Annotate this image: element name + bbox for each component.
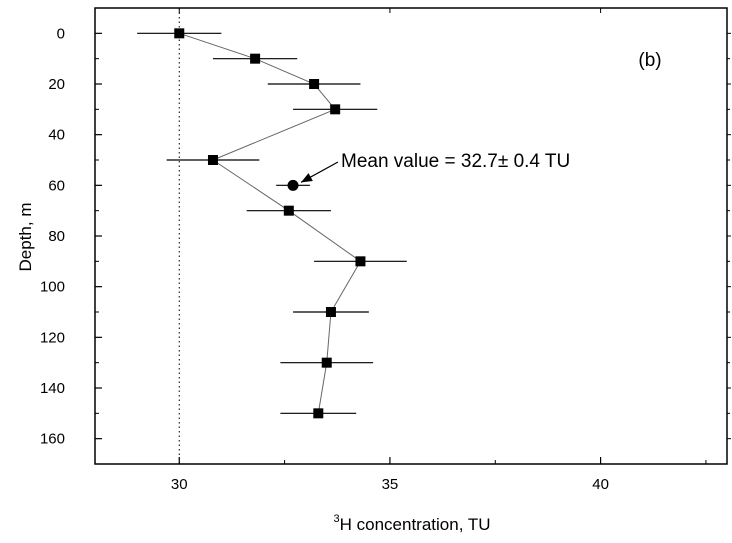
y-tick-label: 80 (48, 228, 65, 245)
x-axis-title-main: H concentration, TU (340, 515, 491, 534)
square-marker (283, 205, 294, 216)
mean-circle-marker (287, 179, 299, 191)
x-axis-title-superscript: 3 (334, 513, 340, 525)
x-tick-label: 35 (382, 476, 399, 493)
y-tick-label: 120 (40, 329, 65, 346)
square-marker (207, 155, 218, 165)
square-marker (313, 408, 324, 419)
minor-ticks (95, 58, 730, 464)
plot-frame (94, 7, 728, 465)
square-marker (309, 79, 320, 89)
annotation-arrowhead (301, 173, 313, 183)
square-marker (325, 307, 336, 317)
square-marker (174, 28, 185, 39)
x-axis-title: 3H concentration, TU (334, 513, 491, 534)
major-ticks (95, 8, 731, 464)
y-tick-label: 0 (57, 25, 65, 42)
error-bars (137, 32, 407, 414)
square-marker (321, 357, 332, 368)
mean-value-annotation: Mean value = 32.7± 0.4 TU (341, 151, 570, 172)
y-tick-label: 100 (40, 279, 65, 296)
square-marker (250, 53, 261, 64)
y-tick-label: 140 (40, 380, 65, 397)
series-connecting-line (179, 32, 362, 414)
x-tick-label: 40 (592, 476, 609, 493)
y-tick-label: 60 (48, 177, 65, 194)
data-markers (174, 28, 366, 419)
square-marker (355, 256, 366, 267)
panel-label: (b) (638, 50, 661, 71)
square-marker (330, 104, 341, 115)
y-axis-title: Depth, m (16, 203, 35, 272)
x-tick-label: 30 (171, 476, 188, 493)
y-tick-label: 40 (48, 127, 65, 144)
y-tick-labels: 0 20 40 60 80 100 120 140 160 (40, 25, 65, 447)
y-tick-label: 160 (40, 431, 65, 448)
y-tick-label: 20 (48, 76, 65, 93)
x-tick-labels: 30 35 40 (171, 476, 609, 493)
